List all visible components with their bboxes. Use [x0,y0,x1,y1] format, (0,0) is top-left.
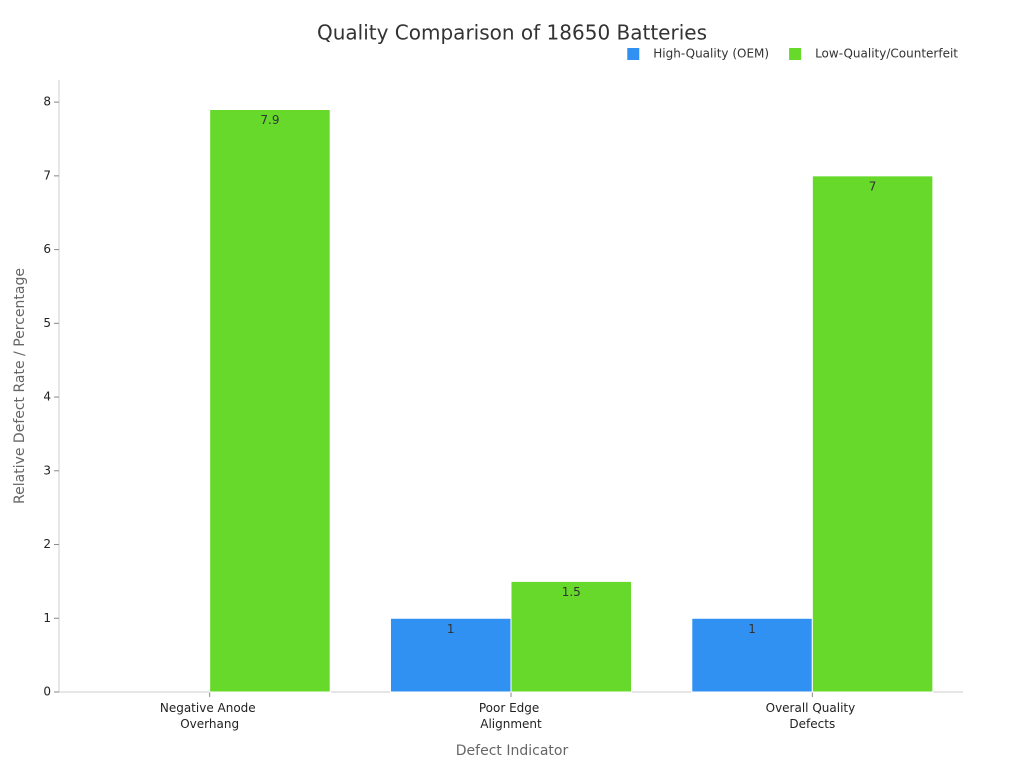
y-tick-label: 0 [43,685,51,699]
y-tick-label: 4 [43,390,51,404]
x-tick-label: Poor Edge Alignment [479,701,543,731]
bar [691,617,813,693]
y-axis-title: Relative Defect Rate / Percentage [12,268,28,504]
bar [209,108,331,693]
legend-swatch [627,48,640,60]
bar [510,580,633,693]
bar [389,617,512,693]
value-label: 7.9 [260,113,279,127]
y-tick-label: 6 [43,242,51,256]
value-label: 1 [748,622,756,636]
y-tick-label: 7 [43,168,51,182]
x-axis-title: Defect Indicator [456,743,569,759]
value-label: 1.5 [562,585,581,599]
x-tick-label: Negative Anode Overhang [160,701,260,731]
chart-title: Quality Comparison of 18650 Batteries [317,21,707,45]
y-tick-label: 2 [43,537,51,551]
legend-swatch [789,48,802,60]
value-label: 1 [447,622,455,636]
y-tick-label: 5 [43,316,51,330]
value-label: 7 [869,179,877,193]
y-tick-label: 8 [43,95,51,109]
x-tick-label: Overall Quality Defects [766,701,859,731]
y-tick-label: 1 [43,611,51,625]
legend-label: High-Quality (OEM) [653,47,769,61]
y-tick-label: 3 [43,463,51,477]
bar [811,175,934,693]
legend-label: Low-Quality/Counterfeit [815,47,958,61]
